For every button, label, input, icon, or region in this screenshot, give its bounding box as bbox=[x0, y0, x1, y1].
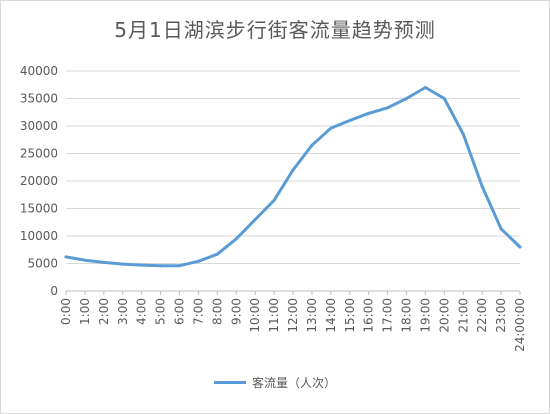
x-tick-label: 17:00 bbox=[381, 298, 395, 333]
data-point bbox=[234, 237, 238, 241]
x-tick-label: 0:00 bbox=[59, 298, 73, 325]
data-point bbox=[329, 126, 333, 130]
chart-title: 5月1日湖滨步行街客流量趋势预测 bbox=[114, 18, 436, 42]
data-point bbox=[405, 97, 408, 100]
x-tick-label: 16:00 bbox=[362, 298, 376, 333]
y-tick-label: 25000 bbox=[20, 147, 58, 161]
series-layer bbox=[64, 86, 522, 268]
x-tick-label: 11:00 bbox=[267, 298, 281, 333]
data-point bbox=[178, 264, 181, 268]
y-tick-label: 0 bbox=[50, 284, 58, 298]
y-tick-label: 5000 bbox=[27, 257, 58, 271]
data-point bbox=[310, 143, 314, 147]
x-tick-label: 24:00:00 bbox=[513, 298, 527, 352]
data-point bbox=[215, 252, 219, 256]
legend-swatch bbox=[213, 381, 246, 384]
x-tick-label: 20:00 bbox=[437, 298, 451, 333]
series-line bbox=[64, 86, 522, 268]
x-tick-label: 4:00 bbox=[135, 298, 149, 325]
gridlines bbox=[66, 70, 520, 292]
x-tick-label: 2:00 bbox=[97, 298, 111, 325]
x-tick-label: 22:00 bbox=[475, 298, 489, 333]
x-tick-label: 1:00 bbox=[78, 298, 92, 325]
data-point bbox=[461, 132, 465, 136]
y-tick-label: 15000 bbox=[20, 202, 58, 216]
data-point bbox=[140, 263, 144, 267]
data-point bbox=[386, 106, 390, 110]
x-tick-label: 5:00 bbox=[154, 298, 168, 325]
x-tick-label: 9:00 bbox=[229, 298, 243, 325]
data-point bbox=[196, 259, 200, 263]
x-tick-label: 7:00 bbox=[191, 298, 205, 325]
y-tick-label: 20000 bbox=[20, 174, 58, 188]
x-axis: 0:00 1:00 2:00 3:00 4:00 5:00 6:00 7:00 8:00 9:00… bbox=[59, 291, 527, 352]
x-tick-label: 3:00 bbox=[116, 298, 130, 325]
data-point bbox=[518, 245, 522, 249]
x-tick-label: 10:00 bbox=[248, 298, 262, 333]
data-point bbox=[423, 86, 427, 89]
data-point bbox=[442, 97, 446, 100]
x-tick-label: 19:00 bbox=[418, 298, 432, 333]
x-tick-label: 6:00 bbox=[173, 298, 187, 325]
y-tick-label: 40000 bbox=[20, 64, 58, 78]
x-tick-label: 14:00 bbox=[324, 298, 338, 333]
x-tick-label: 21:00 bbox=[456, 298, 470, 333]
legend-label: 客流量（人次） bbox=[251, 376, 336, 390]
x-tick-label: 13:00 bbox=[305, 298, 319, 333]
y-tick-label: 35000 bbox=[20, 92, 58, 106]
data-point bbox=[83, 258, 87, 262]
x-tick-label: 18:00 bbox=[400, 298, 414, 333]
x-tick-label: 8:00 bbox=[210, 298, 224, 325]
data-point bbox=[159, 264, 163, 268]
y-axis: 0 5000 10000 15000 20000 25000 30000 35000 40000 bbox=[20, 64, 58, 298]
y-tick-label: 30000 bbox=[20, 119, 58, 133]
x-tick-label: 15:00 bbox=[343, 298, 357, 333]
data-point bbox=[499, 227, 503, 231]
data-point bbox=[367, 111, 371, 115]
legend: 客流量（人次） bbox=[0, 374, 550, 391]
data-point bbox=[348, 119, 352, 122]
data-point bbox=[121, 262, 125, 266]
data-point bbox=[102, 260, 106, 264]
data-point bbox=[291, 168, 295, 172]
x-tick-label: 23:00 bbox=[494, 298, 508, 333]
data-point bbox=[480, 185, 484, 188]
data-point bbox=[64, 255, 68, 259]
data-point bbox=[253, 218, 257, 221]
y-tick-label: 10000 bbox=[20, 229, 58, 243]
x-tick-label: 12:00 bbox=[286, 298, 300, 333]
data-point bbox=[272, 198, 276, 202]
